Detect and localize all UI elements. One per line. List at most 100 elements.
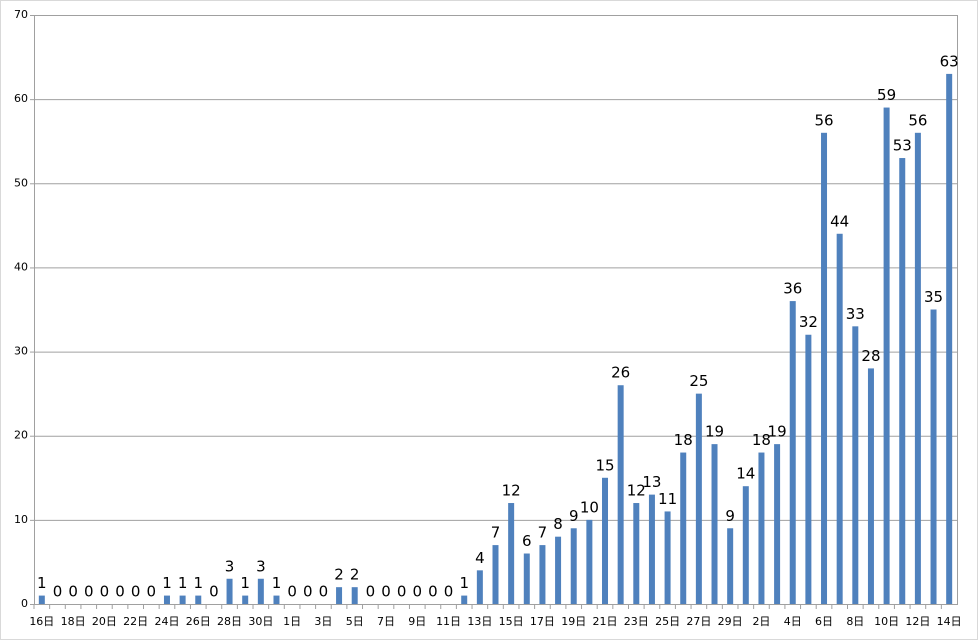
bar: [727, 528, 734, 604]
value-label: 0: [131, 583, 141, 601]
value-label: 33: [846, 305, 865, 323]
x-tick-label: 24日: [154, 615, 179, 628]
value-label: 15: [595, 456, 614, 474]
value-label: 53: [893, 137, 912, 155]
y-tick-label: 20: [14, 429, 28, 442]
value-label: 3: [256, 557, 266, 575]
x-tick-label: 10日: [874, 615, 899, 628]
value-label: 0: [397, 583, 407, 601]
bar: [163, 595, 170, 604]
bar: [867, 368, 874, 604]
value-label: 0: [115, 583, 125, 601]
bar: [883, 107, 890, 605]
bar: [586, 519, 593, 604]
x-tick-label: 7日: [377, 615, 395, 628]
bar: [914, 132, 921, 605]
bar: [680, 452, 687, 604]
value-label: 9: [725, 507, 735, 525]
bar: [461, 595, 468, 604]
bar: [789, 301, 796, 604]
x-tick-label: 19日: [561, 615, 586, 628]
x-tick-label: 16日: [29, 615, 54, 628]
bar: [821, 132, 828, 605]
value-label: 0: [209, 583, 219, 601]
value-label: 0: [84, 583, 94, 601]
value-label: 12: [502, 482, 521, 500]
value-label: 0: [100, 583, 110, 601]
value-label: 1: [37, 574, 47, 592]
x-tick-label: 17日: [530, 615, 555, 628]
value-label: 7: [491, 524, 501, 542]
x-tick-label: 9日: [408, 615, 426, 628]
value-label: 32: [799, 313, 818, 331]
value-label: 1: [240, 574, 250, 592]
value-label: 13: [642, 473, 661, 491]
bar: [617, 385, 624, 604]
bar: [852, 326, 859, 604]
bar: [648, 494, 655, 604]
value-label: 4: [475, 549, 485, 567]
bar: [602, 477, 609, 604]
y-tick-label: 40: [14, 260, 28, 273]
x-tick-label: 13日: [467, 615, 492, 628]
value-label: 18: [674, 431, 693, 449]
y-tick-label: 10: [14, 513, 28, 526]
x-tick-label: 3日: [314, 615, 332, 628]
x-tick-label: 26日: [186, 615, 211, 628]
value-label: 18: [752, 431, 771, 449]
bar: [742, 486, 749, 604]
x-tick-label: 23日: [624, 615, 649, 628]
x-tick-label: 22日: [123, 615, 148, 628]
value-label: 56: [908, 111, 927, 129]
value-label: 6: [522, 532, 532, 550]
value-label: 59: [877, 86, 896, 104]
x-tick-label: 8日: [846, 615, 864, 628]
bar: [664, 511, 671, 604]
bar: [273, 595, 280, 604]
bar: [226, 578, 233, 604]
value-label: 0: [68, 583, 78, 601]
bar: [38, 595, 45, 604]
bar: [179, 595, 186, 604]
x-tick-label: 5日: [346, 615, 364, 628]
y-tick-label: 30: [14, 345, 28, 358]
bar: [570, 528, 577, 604]
value-label: 19: [705, 423, 724, 441]
bar: [555, 536, 562, 604]
bar: [523, 553, 530, 604]
value-label: 0: [319, 583, 329, 601]
value-label: 0: [366, 583, 376, 601]
value-label: 63: [940, 52, 959, 70]
x-tick-label: 4日: [784, 615, 802, 628]
value-label: 0: [381, 583, 391, 601]
x-tick-label: 28日: [217, 615, 242, 628]
value-label: 2: [334, 566, 344, 584]
bar: [899, 158, 906, 605]
y-tick-label: 60: [14, 92, 28, 105]
value-label: 8: [553, 515, 563, 533]
bar: [711, 444, 718, 604]
value-label: 0: [444, 583, 454, 601]
bar: [242, 595, 249, 604]
bar: [946, 73, 953, 604]
x-tick-label: 1日: [283, 615, 301, 628]
value-label: 44: [830, 212, 849, 230]
value-label: 2: [350, 566, 360, 584]
value-label: 0: [303, 583, 313, 601]
value-label: 0: [287, 583, 297, 601]
value-label: 1: [162, 574, 172, 592]
x-tick-label: 6日: [815, 615, 833, 628]
y-tick-label: 70: [14, 8, 28, 21]
x-tick-label: 2日: [752, 615, 770, 628]
x-tick-label: 20日: [92, 615, 117, 628]
x-tick-label: 12日: [905, 615, 930, 628]
bar: [257, 578, 264, 604]
bar: [336, 587, 343, 604]
value-label: 10: [580, 498, 599, 516]
bar: [774, 444, 781, 604]
value-label: 7: [538, 524, 548, 542]
bar: [476, 570, 483, 604]
bar: [492, 545, 499, 604]
